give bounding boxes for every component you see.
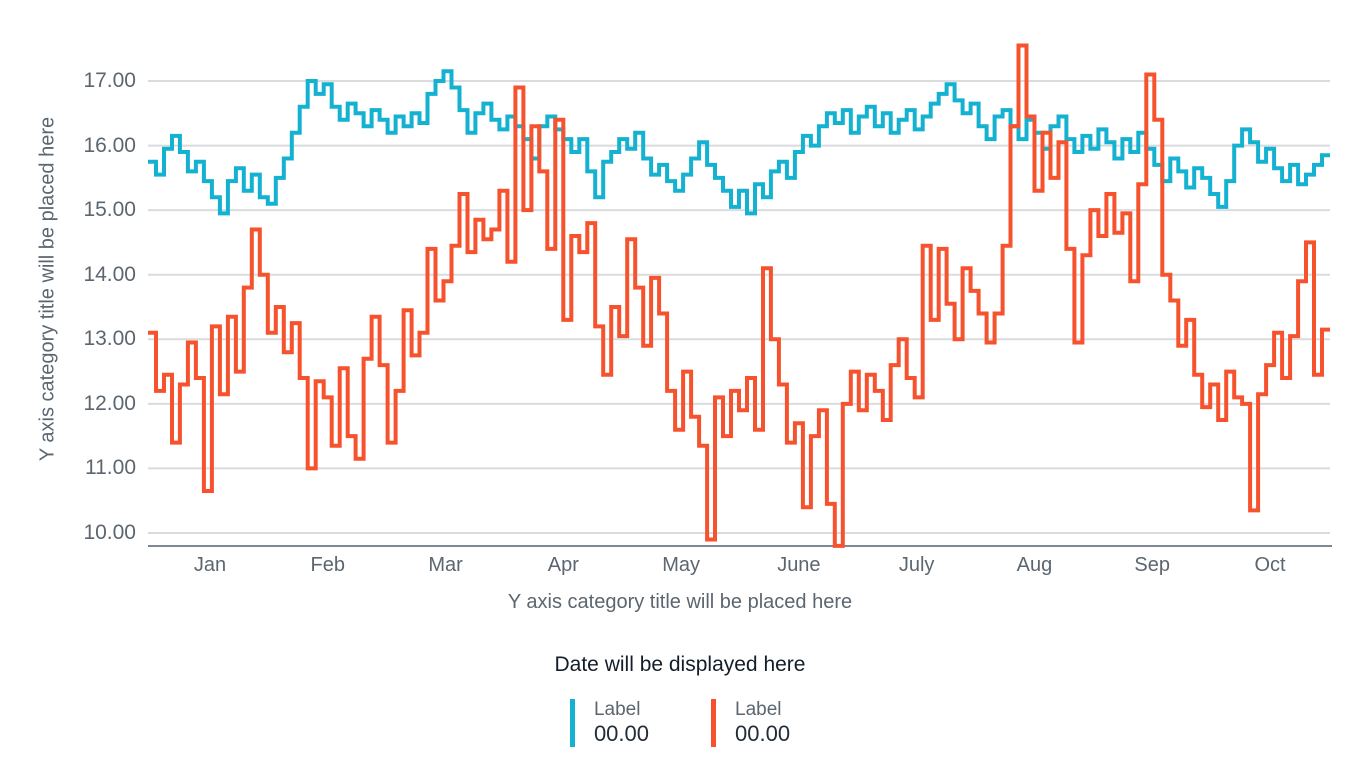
legend: Label 00.00 Label 00.00 bbox=[0, 699, 1360, 747]
x-axis-tick-label: Mar bbox=[428, 554, 463, 576]
date-display: Date will be displayed here bbox=[554, 653, 806, 676]
x-axis-tick-label: Jan bbox=[193, 554, 227, 576]
y-axis-tick-label: 12.00 bbox=[83, 391, 136, 415]
x-axis-tick-label: July bbox=[898, 554, 935, 576]
y-axis-tick-label: 16.00 bbox=[83, 133, 136, 157]
x-axis-title: Y axis category title will be placed her… bbox=[507, 591, 853, 613]
x-axis-tick-label: May bbox=[662, 554, 700, 576]
legend-item[interactable]: Label 00.00 bbox=[711, 699, 790, 747]
legend-text: Label 00.00 bbox=[594, 699, 649, 747]
legend-value: 00.00 bbox=[735, 720, 791, 746]
x-axis-tick-label: Feb bbox=[310, 554, 345, 576]
x-axis-tick-label: Sep bbox=[1134, 554, 1171, 576]
chart-canvas bbox=[148, 43, 1332, 548]
y-axis-tick-label: 17.00 bbox=[83, 69, 136, 92]
legend-label: Label bbox=[593, 699, 641, 720]
legend-label: Label bbox=[735, 699, 782, 720]
legend-item[interactable]: Label 00.00 bbox=[569, 699, 649, 747]
y-axis-tick-label: 11.00 bbox=[85, 456, 136, 480]
legend-swatch bbox=[711, 699, 716, 747]
x-axis-tick-label: Oct bbox=[1254, 554, 1286, 576]
legend-swatch bbox=[569, 699, 575, 747]
x-axis-tick-label: June bbox=[777, 554, 821, 576]
y-axis-title: Y axis category title will be placed her… bbox=[36, 116, 59, 462]
y-axis-tick-label: 13.00 bbox=[83, 327, 136, 351]
y-axis-tick-label: 15.00 bbox=[83, 198, 136, 222]
series-line-orange[interactable] bbox=[148, 43, 1330, 548]
x-axis-tick-label: Aug bbox=[1016, 554, 1053, 576]
series-line-teal[interactable] bbox=[148, 69, 1330, 216]
x-axis-tick-label: Apr bbox=[547, 554, 579, 576]
y-axis-tick-label: 10.00 bbox=[83, 520, 136, 544]
legend-value: 00.00 bbox=[593, 720, 649, 746]
legend-text: Label 00.00 bbox=[735, 699, 790, 747]
y-axis-tick-label: 14.00 bbox=[83, 262, 136, 286]
